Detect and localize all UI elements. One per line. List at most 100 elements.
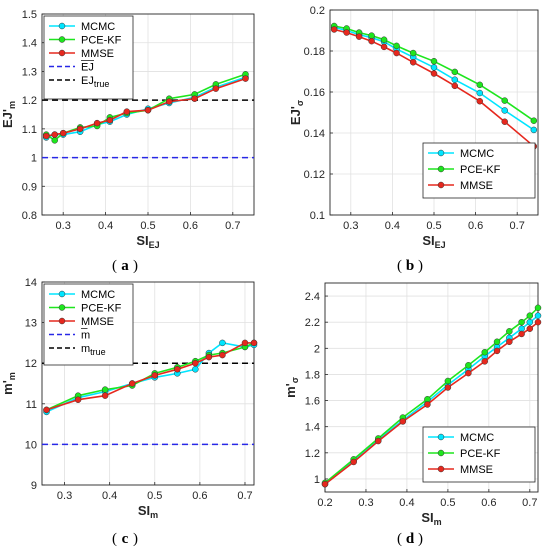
plot-frame bbox=[41, 281, 255, 486]
x-axis-label-main: SI bbox=[421, 510, 433, 525]
data-point-mcmc bbox=[451, 76, 459, 83]
tick-label-x: 0.6 bbox=[183, 220, 198, 232]
tick-label-x: 0.4 bbox=[385, 220, 400, 232]
x-axis-label: SIm bbox=[421, 510, 441, 527]
data-point-mmse bbox=[242, 75, 249, 82]
y-axis-label-main: EJ' bbox=[0, 109, 15, 128]
tick-label-y: 1 bbox=[31, 153, 37, 165]
legend-entry-label: m bbox=[81, 330, 90, 342]
y-axis-label: EJ'm bbox=[0, 101, 17, 128]
data-point-mmse bbox=[42, 132, 50, 140]
legend-marker bbox=[58, 290, 66, 298]
legend-box bbox=[43, 283, 134, 366]
legend-marker bbox=[58, 22, 66, 30]
data-point-mmse bbox=[330, 26, 338, 33]
legend-entry-label-main: EJ bbox=[81, 75, 94, 87]
tick-label-y: 11 bbox=[26, 399, 37, 411]
legend-entry-label: EJtrue bbox=[81, 75, 109, 89]
data-point-mmse bbox=[59, 129, 67, 137]
data-point-mmse bbox=[128, 380, 136, 387]
y-axis-label-sub: m bbox=[7, 101, 17, 109]
tick-label-y: 0.8 bbox=[22, 210, 37, 222]
data-point-pce-kf bbox=[451, 68, 459, 76]
y-axis-label: EJ'σ bbox=[288, 100, 305, 125]
legend-entry-label: PCE-KF bbox=[81, 35, 122, 47]
svg-text:): ) bbox=[418, 258, 423, 274]
tick-label-y: 1.2 bbox=[22, 95, 37, 107]
tick-label-y: 0.1 bbox=[310, 210, 325, 222]
data-point-mmse bbox=[444, 384, 452, 391]
legend-marker bbox=[437, 165, 445, 173]
data-point-pce-kf bbox=[368, 32, 375, 39]
data-point-mmse bbox=[355, 33, 363, 40]
tick-label-x: 0.4 bbox=[399, 497, 414, 509]
data-point-mmse bbox=[368, 37, 375, 45]
tick-label-y: 1.1 bbox=[22, 124, 37, 136]
data-point-mmse bbox=[380, 43, 388, 51]
legend-box bbox=[43, 15, 134, 100]
tick-label-y: 1.2 bbox=[305, 448, 320, 460]
tick-label-x: 0.5 bbox=[140, 220, 155, 232]
legend-marker bbox=[58, 317, 66, 325]
tick-label-x: 0.3 bbox=[56, 220, 71, 232]
data-point-mcmc bbox=[476, 89, 484, 97]
x-axis-label-main: SI bbox=[136, 233, 148, 248]
legend-entry-label: mtrue bbox=[81, 343, 106, 357]
data-point-pce-kf bbox=[465, 362, 472, 369]
x-axis-label: SIm bbox=[138, 503, 158, 520]
legend-marker bbox=[437, 449, 445, 457]
legend-entry-label-sub: true bbox=[94, 79, 110, 89]
tick-label-y: 10 bbox=[25, 439, 37, 451]
data-point-pce-kf bbox=[481, 348, 488, 356]
y-axis-label-main: m' bbox=[0, 380, 15, 395]
data-point-mmse bbox=[506, 338, 513, 346]
svg-text:): ) bbox=[133, 531, 138, 547]
data-point-mcmc bbox=[430, 64, 438, 71]
legend-marker bbox=[58, 49, 66, 57]
data-point-mmse bbox=[241, 339, 249, 347]
tick-label-x: 0.3 bbox=[358, 497, 373, 509]
x-axis-label-sub: m bbox=[434, 517, 442, 527]
svg-text:): ) bbox=[133, 258, 138, 274]
chart-panel-a: 0.80.911.11.21.31.41.50.3 0.4 0.5 0.6 0.7SIE… bbox=[0, 9, 255, 250]
y-axis-label: m'm bbox=[0, 372, 17, 395]
tick-label-x: 0.5 bbox=[426, 220, 441, 232]
legend-entry-label-main: m bbox=[81, 343, 90, 355]
legend-entry-label: MCMC bbox=[81, 289, 115, 301]
tick-label-y: 0.9 bbox=[22, 181, 37, 193]
svg-text:(: ( bbox=[112, 531, 117, 547]
tick-label-y: 2 bbox=[314, 343, 320, 355]
tick-label-x: 0.6 bbox=[192, 490, 207, 502]
tick-label-y: 1.6 bbox=[305, 396, 320, 408]
legend-entry-label: MCMC bbox=[81, 21, 115, 33]
data-point-pce-kf bbox=[506, 328, 513, 335]
tick-label-x: 0.6 bbox=[468, 220, 483, 232]
tick-label-x: 0.4 bbox=[102, 490, 117, 502]
data-point-mcmc bbox=[501, 107, 508, 114]
panel-label-b: b bbox=[406, 258, 414, 274]
data-point-mcmc bbox=[219, 339, 226, 347]
x-axis-label-sub: EJ bbox=[149, 240, 160, 250]
data-point-pce-kf bbox=[430, 58, 438, 65]
x-axis-label: SIEJ bbox=[136, 233, 159, 250]
y-axis-label-sub: σ bbox=[290, 377, 300, 383]
data-point-pce-kf bbox=[380, 36, 388, 43]
data-point-pce-kf bbox=[101, 386, 109, 393]
data-point-mmse bbox=[106, 116, 114, 124]
y-axis-label-main: EJ' bbox=[288, 106, 303, 125]
panel-label-c: c bbox=[122, 531, 129, 547]
data-point-pce-kf bbox=[409, 49, 417, 57]
data-point-mmse bbox=[518, 330, 525, 338]
chart-panel-b: 0.10.120.140.160.180.20.3 0.4 0.5 0.6 0.7SIE… bbox=[288, 5, 539, 250]
tick-label-y: 2.4 bbox=[305, 291, 320, 303]
data-point-mmse bbox=[350, 458, 357, 466]
svg-text:(: ( bbox=[112, 258, 117, 274]
data-point-pce-kf bbox=[518, 318, 525, 326]
tick-label-y: 9 bbox=[31, 480, 37, 492]
tick-label-y: 1 bbox=[314, 474, 320, 486]
svg-text:(: ( bbox=[397, 531, 402, 547]
data-point-mcmc bbox=[534, 312, 542, 319]
data-point-pce-kf bbox=[501, 97, 508, 104]
